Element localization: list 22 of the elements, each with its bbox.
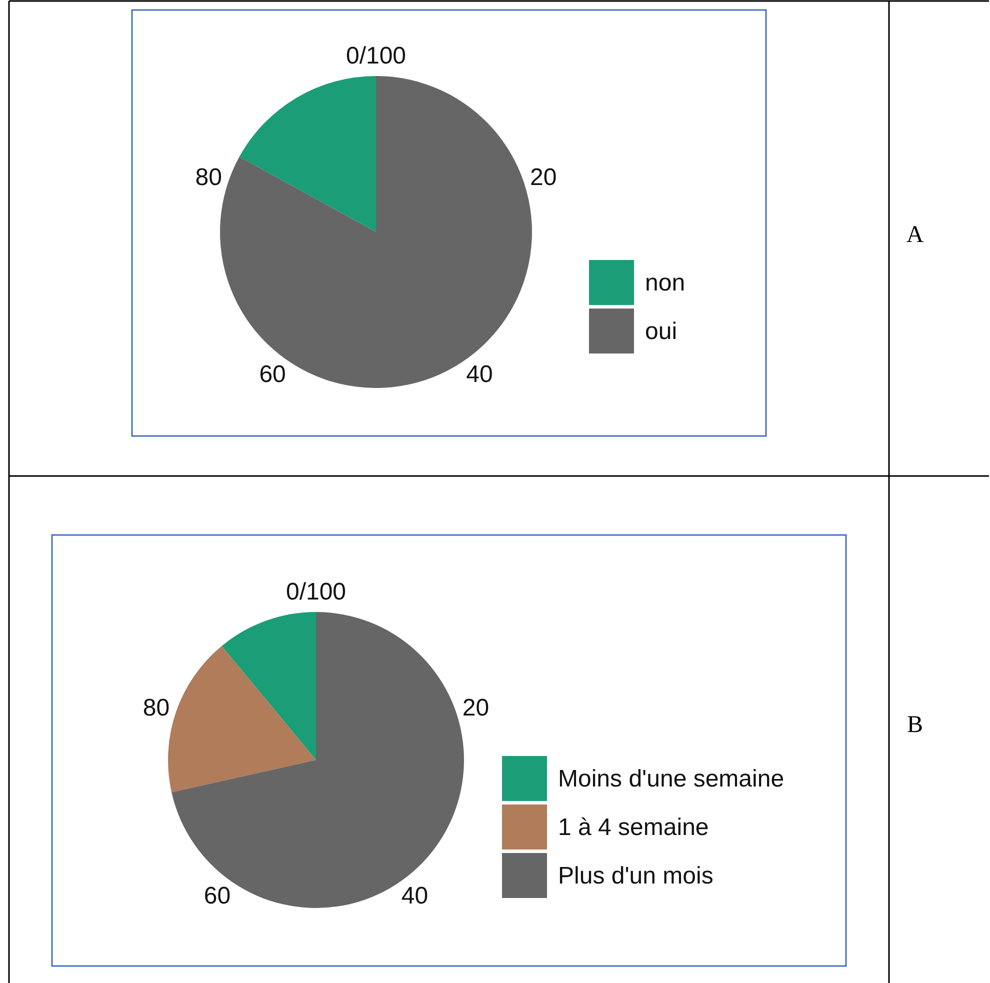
legend-label: Moins d'une semaine (558, 766, 784, 792)
text: 60 (259, 360, 286, 388)
pie-slice (239, 76, 376, 232)
pie-slice (222, 612, 316, 760)
legend-label: non (645, 270, 686, 296)
text: 40 (401, 882, 428, 910)
legend-label: Plus d'un mois (558, 862, 714, 890)
pie-slice (168, 646, 316, 792)
text: 40 (466, 360, 493, 388)
legend-label: oui (645, 318, 678, 345)
pie-slice (220, 76, 532, 388)
text: A (906, 222, 924, 248)
text: 60 (204, 882, 231, 910)
text: 0/100 (286, 578, 346, 606)
pie-slice (172, 612, 464, 908)
legend-label: 1 à 4 semaine (558, 814, 709, 841)
text: 0/100 (346, 42, 406, 70)
text: 20 (462, 694, 490, 722)
text: B (906, 712, 924, 738)
text: 20 (530, 164, 557, 192)
text: 80 (195, 164, 222, 192)
text: 80 (142, 694, 170, 722)
